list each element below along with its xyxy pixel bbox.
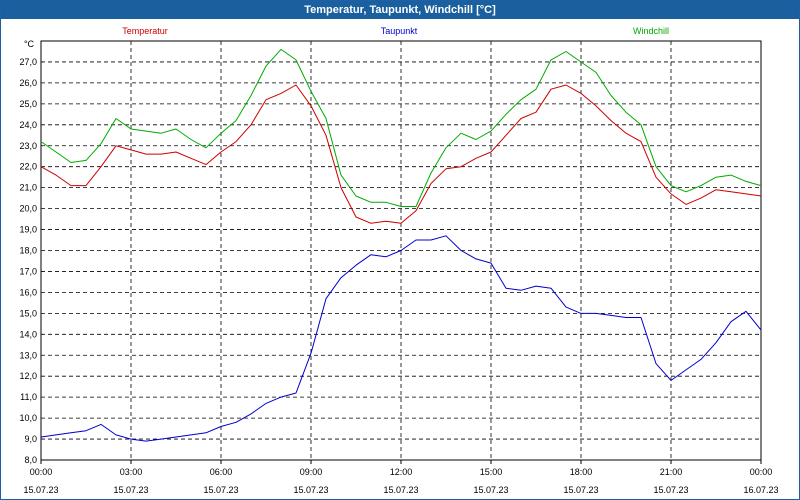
legend-temperatur: Temperatur [122,26,168,36]
y-tick-label: 10,0 [19,413,37,423]
y-tick-label: 16,0 [19,287,37,297]
y-tick-label: 12,0 [19,371,37,381]
y-tick-label: 27,0 [19,57,37,67]
x-tick-time: 09:00 [300,467,323,477]
series-line-taupunkt [40,235,762,442]
y-axis-label: °C [24,39,35,49]
y-tick-label: 20,0 [19,204,37,214]
y-tick-label: 13,0 [19,350,37,360]
legend-windchill: Windchill [633,26,669,36]
y-tick-label: 18,0 [19,246,37,256]
y-tick-label: 9,0 [24,434,37,444]
line-chart: 8,0 9,0 10,0 11,0 12,0 13,0 14,0 15,0 16,0 17,0 18… [19,26,778,495]
x-tick-date: 15.07.23 [473,485,508,495]
y-tick-label: 15,0 [19,308,37,318]
series-line-windchill [40,48,762,207]
x-tick-time: 15:00 [480,467,503,477]
x-tick-time: 00:00 [750,467,773,477]
x-tick-date: 15.07.23 [23,485,58,495]
x-tick-date: 15.07.23 [383,485,418,495]
y-tick-label: 23,0 [19,141,37,151]
x-tick-date: 15.07.23 [653,485,688,495]
x-tick-date: 15.07.23 [563,485,598,495]
legend-taupunkt: Taupunkt [381,26,418,36]
x-tick-date: 16.07.23 [743,485,778,495]
x-tick-time: 00:00 [30,467,53,477]
chart-title: Temperatur, Taupunkt, Windchill [°C] [1,1,799,19]
y-tick-label: 25,0 [19,99,37,109]
y-tick-label: 14,0 [19,329,37,339]
x-tick-date: 15.07.23 [203,485,238,495]
x-tick-time: 12:00 [390,467,413,477]
y-tick-label: 8,0 [24,455,37,465]
y-tick-label: 21,0 [19,183,37,193]
x-tick-date: 15.07.23 [293,485,328,495]
x-tick-time: 18:00 [570,467,593,477]
x-tick-time: 21:00 [660,467,683,477]
y-tick-label: 19,0 [19,225,37,235]
series-line-temperatur [40,84,762,224]
x-tick-time: 03:00 [120,467,143,477]
y-tick-label: 22,0 [19,162,37,172]
x-tick-time: 06:00 [210,467,233,477]
x-tick-date: 15.07.23 [113,485,148,495]
y-tick-label: 26,0 [19,78,37,88]
y-tick-label: 11,0 [20,392,37,402]
y-tick-label: 24,0 [19,120,37,130]
y-tick-label: 17,0 [19,266,37,276]
